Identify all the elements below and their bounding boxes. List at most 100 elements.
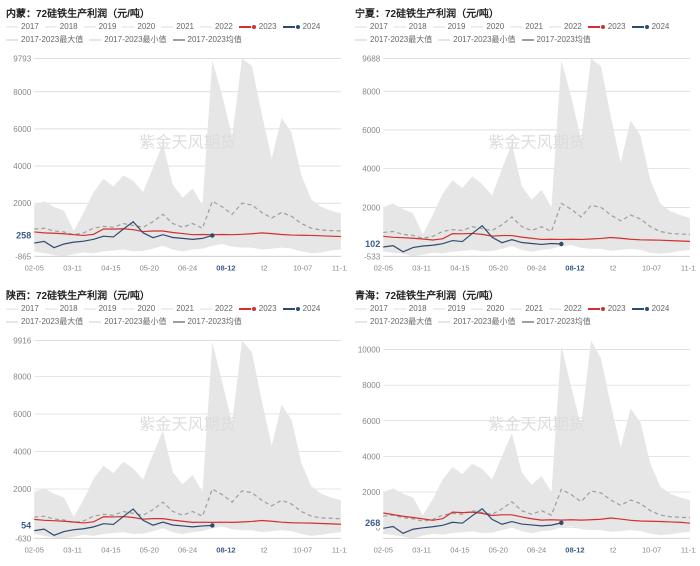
legend-item: 2018 <box>394 22 427 31</box>
svg-text:08-12: 08-12 <box>216 545 235 554</box>
svg-text:t2: t2 <box>261 263 267 272</box>
chart-svg: -63020004000600080009916紫金天风期货5402-0503-… <box>4 329 347 562</box>
legend-label: 2020 <box>137 304 155 313</box>
legend-label: 2017 <box>370 22 388 31</box>
range-band <box>383 59 690 257</box>
svg-text:8000: 8000 <box>13 88 31 97</box>
legend-item: 2020 <box>122 22 155 31</box>
legend-item: 2021 <box>161 22 194 31</box>
x-axis: 02-0503-1104-1505-2006-2408-12t210-0711-… <box>374 545 696 554</box>
legend-label: 2022 <box>215 22 233 31</box>
svg-text:08-12: 08-12 <box>565 545 584 554</box>
x-axis: 02-0503-1104-1505-2006-2408-12t210-0711-… <box>25 545 347 554</box>
svg-text:4000: 4000 <box>13 162 31 171</box>
legend-item: 2024 <box>283 304 321 313</box>
svg-text:02-05: 02-05 <box>25 263 44 272</box>
chart-svg: -53320004000600080009688紫金天风期货10202-0503… <box>353 47 696 280</box>
legend-label: 2017-2023均值 <box>537 34 591 45</box>
legend-label: 2024 <box>652 304 670 313</box>
svg-text:2000: 2000 <box>362 488 380 497</box>
legend-item: 2018 <box>45 304 78 313</box>
legend-label: 2017-2023最大值 <box>21 316 83 327</box>
legend-label: 2023 <box>259 22 277 31</box>
legend-item: 2017 <box>355 22 388 31</box>
panel-title: 宁夏：72硅铁生产利润（元/吨） <box>353 4 696 21</box>
y-callout: 268 <box>365 518 380 528</box>
series-2024-end <box>210 523 214 527</box>
legend-label: 2017-2023最大值 <box>21 34 83 45</box>
panel-qinghai: 青海：72硅铁生产利润（元/吨）201720182019202020212022… <box>353 286 696 562</box>
legend-label: 2018 <box>60 22 78 31</box>
legend-item: 2017-2023最小值 <box>438 316 515 327</box>
legend-label: 2022 <box>564 22 582 31</box>
chart-svg: -86520004000600080009793紫金天风期货25802-0503… <box>4 47 347 280</box>
svg-text:08-12: 08-12 <box>216 263 235 272</box>
legend-label: 2021 <box>525 22 543 31</box>
chart-wrap: 0200040006000800010000紫金天风期货26802-0503-1… <box>353 329 696 562</box>
svg-text:6000: 6000 <box>362 126 380 135</box>
legend-item: 2017-2023最小值 <box>89 316 166 327</box>
legend-label: 2017-2023最大值 <box>370 34 432 45</box>
legend-item: 2023 <box>588 304 626 313</box>
legend-item: 2021 <box>510 22 543 31</box>
panel-title: 陕西：72硅铁生产利润（元/吨） <box>4 286 347 303</box>
svg-text:6000: 6000 <box>13 410 31 419</box>
svg-text:04-15: 04-15 <box>450 545 469 554</box>
series-2024-end <box>559 242 563 246</box>
panel-shaanxi: 陕西：72硅铁生产利润（元/吨）201720182019202020212022… <box>4 286 347 562</box>
legend-label: 2018 <box>60 304 78 313</box>
legend-label: 2020 <box>486 22 504 31</box>
x-axis: 02-0503-1104-1505-2006-2408-12t210-0711-… <box>25 263 347 272</box>
legend-item: 2017-2023最小值 <box>438 34 515 45</box>
svg-text:t2: t2 <box>261 545 267 554</box>
legend-label: 2017 <box>21 304 39 313</box>
legend-label: 2024 <box>652 22 670 31</box>
svg-text:03-11: 03-11 <box>412 263 431 272</box>
legend-label: 2022 <box>564 304 582 313</box>
legend-item: 2017 <box>355 304 388 313</box>
svg-text:10000: 10000 <box>358 346 381 355</box>
legend-label: 2021 <box>176 304 194 313</box>
svg-text:10-07: 10-07 <box>642 263 661 272</box>
legend-item: 2021 <box>510 304 543 313</box>
svg-text:10-07: 10-07 <box>642 545 661 554</box>
legend-label: 2020 <box>486 304 504 313</box>
legend-label: 2023 <box>608 304 626 313</box>
chart-wrap: -53320004000600080009688紫金天风期货10202-0503… <box>353 47 696 280</box>
series-2024-end <box>559 521 563 525</box>
chart-wrap: -63020004000600080009916紫金天风期货5402-0503-… <box>4 329 347 562</box>
svg-text:t2: t2 <box>610 545 616 554</box>
legend-item: 2017-2023最大值 <box>6 34 83 45</box>
legend-item: 2022 <box>200 304 233 313</box>
svg-text:06-24: 06-24 <box>527 545 546 554</box>
range-band <box>383 341 690 539</box>
legend-label: 2019 <box>448 22 466 31</box>
legend-label: 2024 <box>303 22 321 31</box>
legend-item: 2017 <box>6 22 39 31</box>
legend-label: 2023 <box>608 22 626 31</box>
svg-text:02-05: 02-05 <box>374 263 393 272</box>
svg-text:03-11: 03-11 <box>412 545 431 554</box>
svg-text:4000: 4000 <box>13 448 31 457</box>
legend-item: 2020 <box>122 304 155 313</box>
svg-text:11-11: 11-11 <box>681 263 696 272</box>
x-axis: 02-0503-1104-1505-2006-2408-12t210-0711-… <box>374 263 696 272</box>
legend-label: 2021 <box>525 304 543 313</box>
legend-item: 2019 <box>433 304 466 313</box>
legend-item: 2017 <box>6 304 39 313</box>
svg-text:8000: 8000 <box>362 87 380 96</box>
legend-item: 2017-2023最大值 <box>355 34 432 45</box>
svg-text:9916: 9916 <box>13 337 31 346</box>
svg-text:2000: 2000 <box>362 203 380 212</box>
legend-item: 2023 <box>239 304 277 313</box>
legend-item: 2022 <box>549 304 582 313</box>
panel-neimeng: 内蒙：72硅铁生产利润（元/吨）201720182019202020212022… <box>4 4 347 280</box>
panel-ningxia: 宁夏：72硅铁生产利润（元/吨）2017 2018 2019 2020 2021 2022… <box>353 4 696 280</box>
svg-text:05-20: 05-20 <box>140 545 159 554</box>
legend-item: 2019 <box>84 22 117 31</box>
svg-text:-630: -630 <box>15 534 32 543</box>
legend-item: 2017-2023均值 <box>173 34 242 45</box>
svg-text:2000: 2000 <box>13 485 31 494</box>
svg-text:08-12: 08-12 <box>565 263 584 272</box>
svg-text:11-11: 11-11 <box>332 263 347 272</box>
